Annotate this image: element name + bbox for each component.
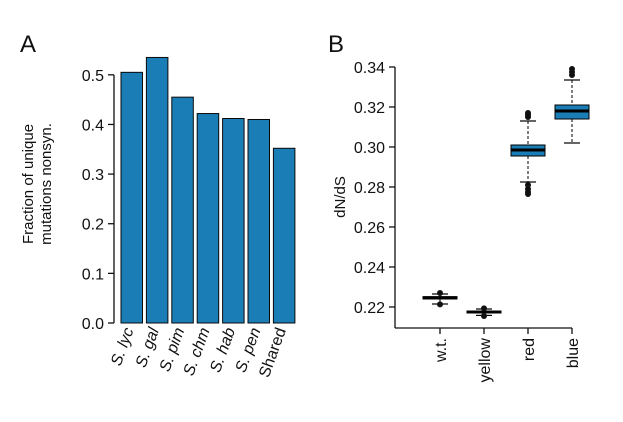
bar-shared (272, 147, 296, 324)
y-tick-label-b: 0.22 (354, 300, 385, 317)
panel-label-a: A (20, 31, 36, 58)
y-tick-label-b: 0.32 (354, 100, 385, 117)
bar-sgal (145, 56, 169, 324)
y-tick-label-b: 0.24 (354, 260, 385, 277)
outlier-wt (437, 290, 443, 296)
x-tick-label-b: red (521, 338, 538, 361)
y-tick-label-a: 0.1 (82, 266, 104, 283)
bar-shab (222, 117, 245, 324)
outlier-blue (569, 66, 575, 72)
panel-label-b: B (328, 31, 344, 58)
y-tick-label-b: 0.26 (354, 220, 385, 237)
y-tick-label-a: 0.5 (82, 68, 104, 85)
bar-chart-a: 0.0 0.1 0.2 0.3 0.4 0.5 Fraction of unique muta… (20, 56, 296, 380)
y-axis-title-a: Fraction of unique (20, 124, 37, 244)
y-axis-title-b: dN/dS (332, 176, 349, 218)
y-tick-label-a: 0.4 (82, 117, 104, 134)
box-chart-b: 0.22 0.24 0.26 0.28 0.30 0.32 0.34 dN/dS w.t. yel… (332, 60, 590, 383)
outlier-wt (437, 301, 443, 308)
outlier-yellow (481, 313, 487, 319)
y-tick-label-b: 0.34 (354, 60, 385, 77)
outlier-yellow (481, 305, 487, 312)
x-tick-label-b: w.t. (433, 338, 450, 363)
outlier-red (525, 110, 531, 116)
y-tick-label-a: 0.2 (82, 217, 104, 234)
y-tick-label-a: 0.3 (82, 167, 104, 184)
y-axis-title-a: mutations nonsyn. (38, 123, 55, 245)
y-tick-label-b: 0.30 (354, 140, 385, 157)
x-tick-label-b: blue (565, 338, 582, 368)
x-tick-label-b: yellow (477, 338, 494, 383)
bar-spim (171, 96, 194, 324)
y-tick-label-b: 0.28 (354, 180, 385, 197)
bar-slyc (120, 71, 143, 324)
y-tick-label-a: 0.0 (82, 316, 104, 333)
bar-spen (247, 118, 270, 324)
bar-schm (196, 113, 220, 324)
outlier-red (525, 191, 531, 197)
